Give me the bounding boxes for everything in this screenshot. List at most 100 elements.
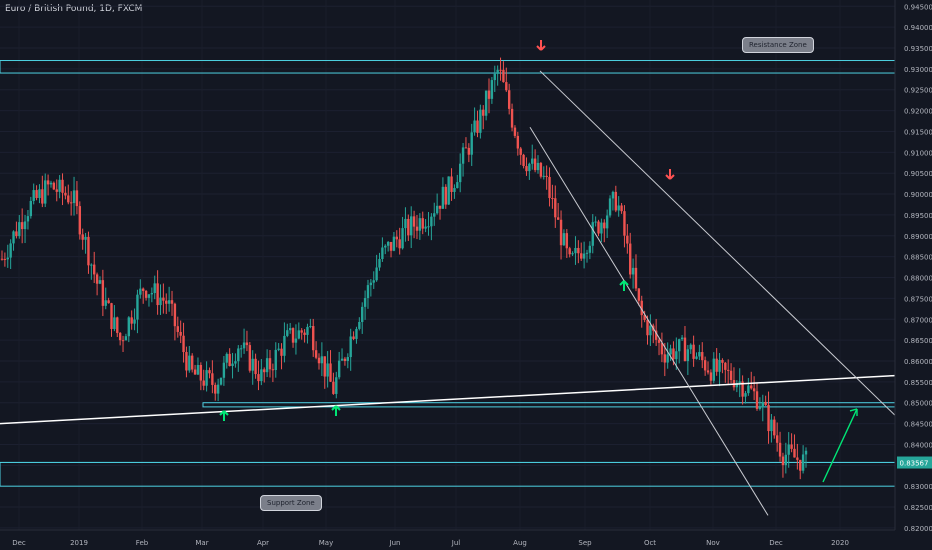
candle-body xyxy=(594,221,597,223)
candle-body xyxy=(565,233,569,249)
candle-body xyxy=(277,348,280,350)
x-tick-label: Aug xyxy=(513,539,527,547)
candle-body xyxy=(355,328,358,339)
candle-body xyxy=(597,221,600,234)
candle-body xyxy=(150,293,154,295)
candle-body xyxy=(721,359,724,363)
candle-body xyxy=(12,231,15,244)
y-tick-label: 0.83000 xyxy=(904,483,932,491)
down-arrow-marker xyxy=(665,169,675,180)
candle-body xyxy=(784,454,788,466)
y-tick-label: 0.84000 xyxy=(904,441,932,449)
candle-body xyxy=(335,377,338,394)
candle-body xyxy=(214,384,217,394)
trendlines xyxy=(0,70,896,516)
candle-body xyxy=(571,253,574,255)
candle-body xyxy=(300,330,303,333)
candle-body xyxy=(44,180,47,204)
candle-body xyxy=(490,80,494,99)
candle-body xyxy=(378,258,381,268)
candle-body xyxy=(67,195,70,203)
candle-body xyxy=(286,330,289,336)
candle-body xyxy=(58,179,61,192)
candle-body xyxy=(228,353,231,367)
candle-body xyxy=(193,369,197,375)
candle-body xyxy=(458,163,462,183)
x-tick-label: Nov xyxy=(706,539,720,547)
candle-body xyxy=(502,69,505,83)
y-tick-label: 0.88000 xyxy=(904,275,932,283)
candle-body xyxy=(309,326,312,328)
x-tick-label: Apr xyxy=(257,539,269,547)
candle-body xyxy=(680,337,684,340)
candle-body xyxy=(90,264,93,266)
candle-body xyxy=(271,369,275,371)
descending-trendline-upper xyxy=(539,70,896,416)
candle-body xyxy=(623,211,626,236)
candle-body xyxy=(634,267,638,289)
candle-body xyxy=(617,205,620,211)
candle-body xyxy=(764,401,767,406)
candle-body xyxy=(231,363,234,367)
candle-body xyxy=(46,180,50,185)
x-tick-label: 2019 xyxy=(70,539,88,547)
candle-body xyxy=(136,294,139,320)
candle-body xyxy=(49,182,53,185)
candle-body xyxy=(3,258,7,260)
candle-body xyxy=(121,340,125,342)
candle-body xyxy=(81,234,84,240)
candle-body xyxy=(773,419,776,436)
candle-body xyxy=(435,205,439,214)
candle-body xyxy=(9,243,12,258)
candle-body xyxy=(804,450,808,455)
candle-body xyxy=(631,267,635,275)
candle-body xyxy=(548,176,551,199)
candle-body xyxy=(629,243,632,275)
candle-body xyxy=(165,300,168,304)
candle-body xyxy=(15,231,18,237)
x-tick-label: Dec xyxy=(12,539,26,547)
candle-body xyxy=(608,198,612,216)
lower-zone xyxy=(0,461,896,487)
candles xyxy=(0,57,808,480)
candle-body xyxy=(531,158,534,164)
candle-body xyxy=(153,283,156,294)
candle-body xyxy=(216,384,220,394)
candle-body xyxy=(706,370,710,373)
support-zone-label: Support Zone xyxy=(260,495,322,511)
candle-body xyxy=(441,186,445,209)
candle-body xyxy=(695,356,698,359)
x-tick-label: Oct xyxy=(644,539,656,547)
candle-body xyxy=(41,189,44,204)
candle-body xyxy=(104,300,107,306)
candle-body xyxy=(363,298,367,307)
candle-body xyxy=(381,247,384,259)
y-tick-label: 0.93000 xyxy=(904,66,932,74)
candle-body xyxy=(467,147,471,155)
candle-body xyxy=(280,348,283,356)
candle-body xyxy=(703,360,707,371)
candle-body xyxy=(588,245,592,253)
candle-body xyxy=(793,448,796,458)
grid xyxy=(0,5,895,529)
candle-body xyxy=(18,222,21,237)
candle-body xyxy=(384,245,387,248)
candle-body xyxy=(326,363,329,377)
candle-body xyxy=(52,182,56,190)
candle-body xyxy=(433,213,436,217)
x-axis: Dec 2019 Feb Mar Apr May Jun Jul Aug Sep Oct Nov Dec… xyxy=(0,529,895,547)
y-tick-label: 0.94000 xyxy=(904,24,932,32)
candle-body xyxy=(663,354,666,363)
candle-body xyxy=(580,253,583,259)
candle-body xyxy=(496,69,499,74)
candle-body xyxy=(268,358,272,370)
candle-body xyxy=(182,335,185,353)
candle-body xyxy=(545,175,548,177)
candle-body xyxy=(493,73,496,81)
arrows xyxy=(219,40,858,483)
candle-body xyxy=(139,288,142,295)
candle-body xyxy=(392,236,396,251)
candle-body xyxy=(568,248,571,255)
candle-body xyxy=(107,300,110,304)
